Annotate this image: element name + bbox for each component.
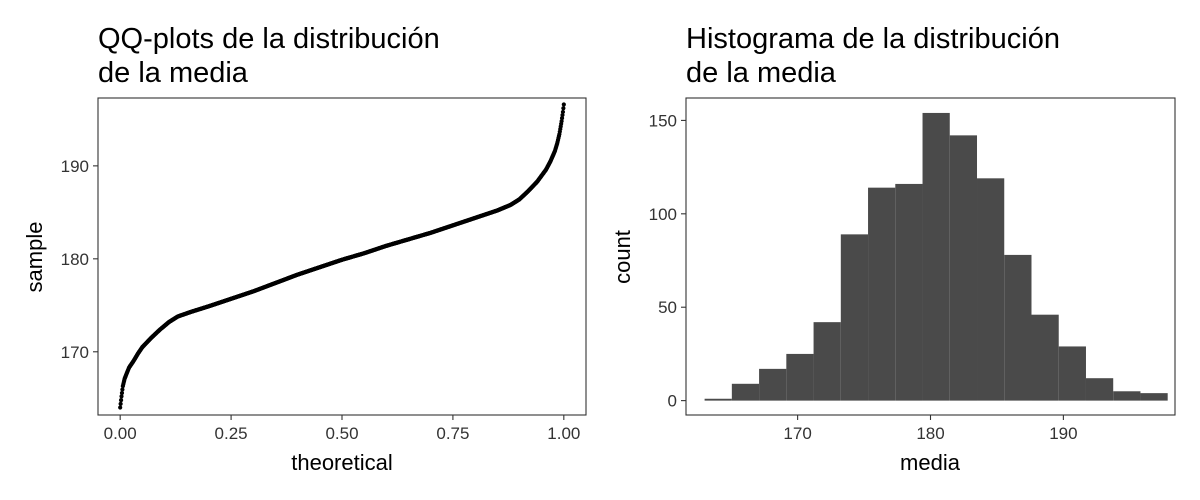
hist-bar (1004, 254, 1032, 401)
hist-bar (949, 135, 978, 401)
qq-point (560, 109, 566, 115)
qq-x-axis: 0.00 0.25 0.50 0.75 1.00 (104, 415, 580, 443)
qq-x-axis-title: theoretical (291, 450, 393, 475)
hist-bar (1031, 314, 1059, 401)
qq-point (560, 112, 565, 118)
hist-x-tick-label: 180 (916, 424, 944, 443)
hist-title-line-2: de la media (686, 57, 837, 89)
histogram-panel: Histograma de la distribución de la medi… (610, 23, 1176, 475)
hist-x-axis: 170 180 190 (783, 415, 1078, 443)
qq-y-tick-label: 180 (61, 250, 89, 269)
qq-x-tick-label: 0.25 (215, 424, 248, 443)
qq-point (561, 102, 566, 107)
hist-bars-layer (704, 112, 1168, 401)
hist-title-line-1: Histograma de la distribución (686, 23, 1060, 55)
hist-bar (895, 183, 923, 401)
hist-bar (731, 383, 760, 401)
qq-point (559, 119, 564, 124)
qq-x-tick-label: 0.75 (436, 424, 469, 443)
hist-bar (1140, 393, 1168, 401)
qq-point (119, 394, 124, 399)
hist-bar (813, 322, 841, 401)
qq-title-line-2: de la media (98, 57, 249, 89)
qq-x-tick-label: 0.50 (325, 424, 358, 443)
qq-points-layer (118, 102, 566, 410)
qq-y-tick-label: 190 (61, 157, 89, 176)
hist-bar (759, 368, 787, 401)
qq-point (119, 390, 125, 396)
hist-y-axis-title: count (610, 230, 635, 284)
qq-x-tick-label: 1.00 (547, 424, 580, 443)
hist-bar (786, 353, 814, 401)
hist-y-tick-label: 0 (668, 392, 677, 411)
hist-bar (977, 178, 1005, 401)
qq-point (118, 401, 123, 406)
hist-bar (868, 187, 896, 401)
hist-bar (1113, 391, 1141, 401)
hist-bar (704, 398, 732, 401)
qq-plot-panel: QQ-plots de la distribución de la media … (22, 23, 587, 475)
qq-panel-border (97, 97, 587, 416)
qq-x-tick-label: 0.00 (104, 424, 137, 443)
hist-x-axis-title: media (900, 450, 961, 475)
hist-y-tick-label: 100 (649, 205, 677, 224)
qq-y-tick-label: 170 (61, 343, 89, 362)
qq-point (561, 106, 566, 111)
qq-y-axis: 170 180 190 (61, 157, 98, 362)
qq-point (118, 405, 123, 410)
hist-bar (840, 234, 869, 401)
hist-bar (1085, 378, 1114, 401)
hist-x-tick-label: 170 (783, 424, 811, 443)
qq-point (120, 387, 125, 392)
hist-bar (1058, 346, 1086, 401)
qq-point (559, 116, 565, 121)
hist-y-tick-label: 150 (649, 111, 677, 130)
hist-y-tick-label: 50 (658, 298, 677, 317)
hist-y-axis: 0 50 100 150 (649, 111, 686, 411)
hist-bar (922, 112, 950, 401)
hist-x-tick-label: 190 (1049, 424, 1077, 443)
qq-point (118, 398, 124, 403)
qq-title-line-1: QQ-plots de la distribución (98, 23, 440, 55)
qq-y-axis-title: sample (22, 222, 47, 293)
